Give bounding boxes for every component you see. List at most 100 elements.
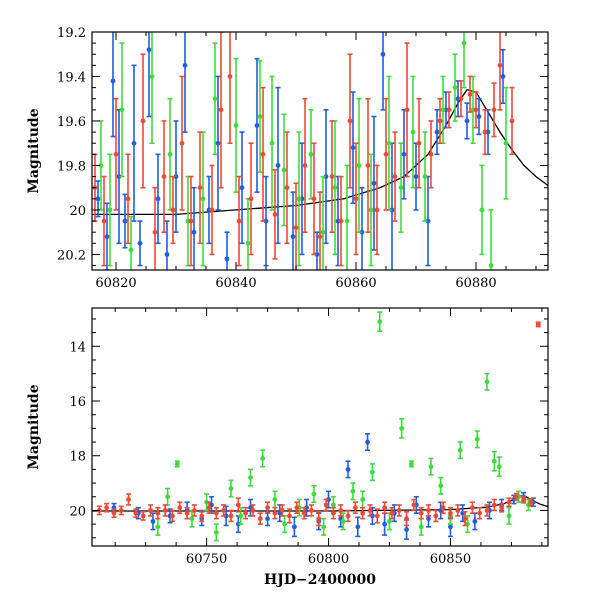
data-point — [374, 164, 380, 256]
data-point — [162, 504, 168, 517]
data-point — [410, 75, 416, 189]
data-point — [260, 449, 266, 468]
data-point — [146, 32, 152, 118]
data-point — [260, 86, 266, 222]
data-point — [191, 186, 197, 270]
data-point — [311, 142, 317, 256]
data-point — [228, 509, 234, 523]
data-point — [392, 131, 398, 222]
y-tick-label: 20.2 — [57, 248, 86, 263]
data-point — [440, 75, 446, 145]
data-point — [209, 164, 215, 256]
x-tick-label: 60840 — [215, 276, 256, 291]
model-curve — [92, 89, 548, 216]
data-point — [353, 142, 359, 256]
data-point — [200, 131, 206, 267]
data-point — [227, 32, 233, 145]
data-point — [491, 450, 497, 472]
data-point — [452, 53, 458, 122]
data-point — [396, 504, 402, 517]
data-point — [233, 57, 239, 193]
data-point — [464, 102, 470, 140]
data-point — [113, 97, 119, 211]
data-point — [352, 501, 358, 514]
data-point — [367, 504, 373, 517]
data-point — [329, 120, 335, 233]
data-point — [389, 506, 395, 520]
data-point — [408, 460, 414, 468]
data-point — [235, 497, 241, 513]
y-tick-label: 19.8 — [57, 159, 86, 174]
data-point — [496, 456, 502, 478]
data-point — [474, 430, 480, 449]
data-point — [290, 191, 296, 270]
data-layer — [92, 311, 548, 542]
data-point — [398, 142, 404, 233]
data-point — [111, 508, 117, 519]
data-point — [140, 53, 146, 189]
data-point — [272, 169, 278, 260]
data-point — [433, 509, 439, 523]
data-point — [308, 109, 314, 200]
x-tick-label: 60750 — [186, 552, 227, 567]
data-point — [506, 506, 512, 525]
data-point — [213, 506, 219, 520]
data-point — [218, 32, 224, 189]
data-point — [236, 175, 242, 267]
data-point — [239, 131, 245, 245]
data-point — [418, 506, 424, 520]
data-point — [426, 504, 432, 517]
data-point — [457, 441, 463, 460]
data-point — [213, 523, 219, 542]
data-point — [107, 153, 113, 267]
data-point — [118, 505, 124, 516]
data-point — [437, 97, 443, 145]
data-point — [425, 175, 431, 267]
data-point — [428, 120, 434, 189]
data-point — [365, 433, 371, 452]
data-point — [152, 186, 158, 270]
y-tick-label: 18 — [69, 450, 86, 465]
data-point — [479, 164, 485, 256]
data-point — [413, 142, 419, 211]
data-point — [248, 468, 254, 487]
data-point — [282, 515, 288, 534]
data-point — [462, 511, 468, 527]
bottom-panel: 60750 60800 60850 14 16 18 20 Magnitude HJD−2400… — [26, 307, 549, 588]
data-point — [521, 495, 527, 504]
data-point — [484, 504, 490, 517]
data-point — [316, 511, 322, 527]
data-point — [133, 508, 139, 519]
data-point — [269, 75, 275, 211]
series-2 — [96, 321, 541, 527]
top-panel: 60820 60840 60860 60880 19.2 19.4 19.6 19.8 20 20… — [26, 26, 549, 291]
data-point — [365, 97, 371, 233]
data-point — [131, 64, 137, 222]
data-point — [497, 32, 503, 111]
data-point — [116, 109, 122, 245]
data-point — [257, 512, 263, 525]
data-point — [360, 506, 366, 520]
data-point — [500, 48, 506, 104]
data-point — [212, 42, 218, 156]
data-point — [197, 131, 203, 245]
data-point — [95, 180, 101, 218]
data-point — [382, 501, 388, 514]
data-point — [411, 498, 417, 512]
plot-frame — [91, 307, 549, 547]
data-point — [499, 502, 505, 513]
data-point — [104, 502, 110, 513]
data-point — [455, 504, 461, 517]
series-1 — [98, 32, 509, 270]
data-point — [477, 506, 483, 520]
data-point — [174, 460, 180, 468]
data-point — [191, 504, 197, 517]
series-1 — [155, 311, 531, 542]
data-point — [250, 504, 256, 517]
data-point — [126, 493, 132, 506]
data-point — [377, 311, 383, 333]
data-point — [122, 193, 128, 249]
data-point — [199, 509, 205, 523]
data-point — [291, 516, 297, 538]
data-point — [506, 497, 512, 508]
